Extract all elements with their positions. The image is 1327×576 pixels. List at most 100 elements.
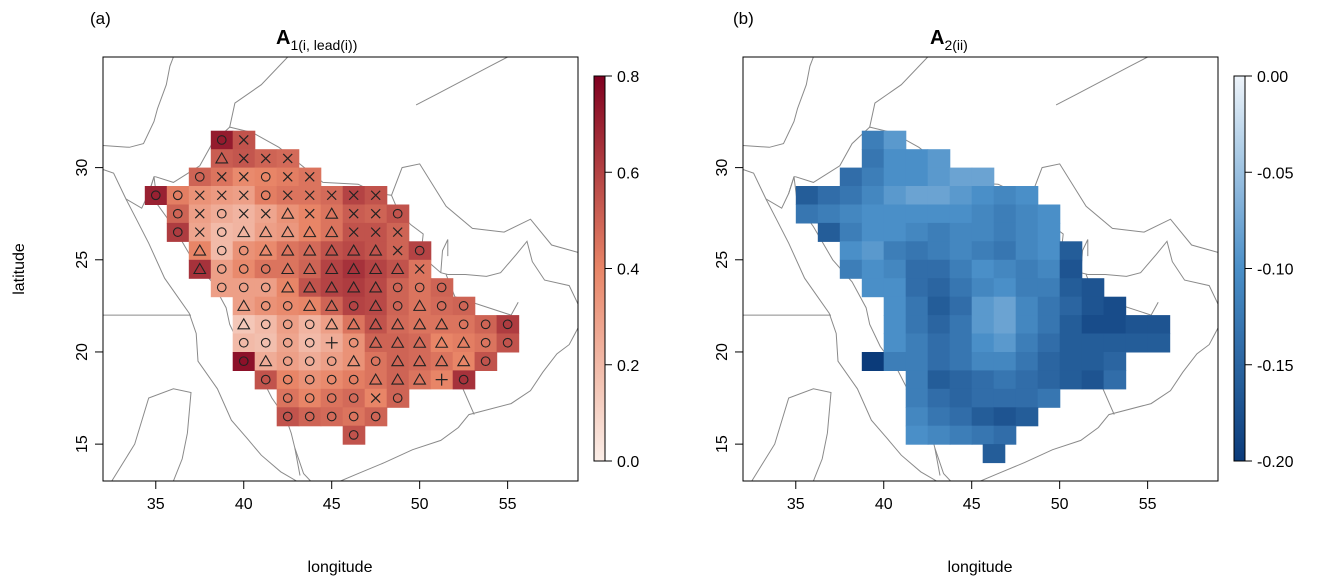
- heatmap-cell: [949, 259, 973, 279]
- heatmap-cell: [971, 425, 995, 445]
- triangle-marker: [302, 280, 317, 293]
- triangle-marker: [368, 373, 383, 385]
- triangle-marker: [434, 317, 449, 330]
- cross-marker: [194, 227, 205, 238]
- heatmap-cell: [1037, 259, 1061, 279]
- coastline: [440, 239, 449, 273]
- heatmap-cell: [927, 241, 951, 261]
- heatmap-cell: [1037, 352, 1061, 371]
- heatmap-cell: [905, 388, 929, 408]
- heatmap-cell: [1103, 315, 1127, 335]
- heatmap-cell: [817, 186, 841, 205]
- cross-marker: [414, 264, 425, 274]
- cross-marker: [304, 208, 315, 219]
- circle-marker: [150, 190, 161, 201]
- triangle-marker: [302, 262, 317, 275]
- heatmap-cell: [971, 186, 995, 205]
- cross-marker: [370, 227, 381, 238]
- heatmap-cell: [949, 222, 973, 242]
- coastline: [1031, 163, 1218, 253]
- heatmap-cell: [1081, 352, 1105, 371]
- triangle-marker: [236, 225, 251, 238]
- y-tick-label: 15: [74, 435, 91, 453]
- x-tick-label: 45: [323, 496, 341, 513]
- heatmap-cell: [408, 333, 432, 353]
- triangle-marker: [302, 243, 317, 256]
- heatmap-cell: [1081, 315, 1105, 335]
- heatmap-cell: [298, 333, 322, 353]
- heatmap-cell: [905, 315, 929, 335]
- heatmap-cell: [993, 333, 1017, 353]
- colorbar-tick-label: 0.4: [617, 262, 639, 279]
- heatmap-cell: [166, 204, 190, 224]
- plus-marker: [435, 373, 448, 386]
- circle-marker: [392, 282, 403, 293]
- y-tick-label: 20: [714, 343, 731, 361]
- heatmap-cell: [927, 352, 951, 371]
- circle-marker: [172, 227, 183, 237]
- heatmap-cell: [1015, 315, 1039, 335]
- heatmap-cell: [276, 315, 300, 335]
- heatmap-cell: [883, 333, 907, 353]
- heatmap-cell: [1015, 388, 1039, 408]
- cross-marker: [348, 227, 359, 238]
- coastline: [103, 57, 174, 148]
- circle-marker: [326, 356, 337, 367]
- circle-marker: [348, 430, 359, 440]
- x-axis-label-b: longitude: [948, 559, 1013, 576]
- heatmap-cell: [342, 241, 366, 261]
- coastline: [869, 57, 929, 128]
- heatmap-cell: [971, 167, 995, 187]
- heatmap-cell: [971, 296, 995, 316]
- heatmap-cell: [1015, 204, 1039, 224]
- heatmap-cell: [949, 425, 973, 445]
- heatmap-cell: [927, 407, 951, 427]
- triangle-marker: [214, 151, 229, 164]
- colorbar-gradient: [1233, 75, 1246, 462]
- heatmap-cell: [430, 315, 454, 335]
- heatmap-cell: [1037, 222, 1061, 242]
- heatmap-cell: [839, 204, 863, 224]
- heatmap-cell: [927, 388, 951, 408]
- heatmap-cell: [949, 352, 973, 371]
- heatmap-cell: [1103, 296, 1127, 316]
- heatmap-cell: [254, 222, 278, 242]
- triangle-marker: [390, 373, 405, 385]
- heatmap-cell: [971, 315, 995, 335]
- heatmap-cell: [342, 425, 366, 445]
- cross-marker: [238, 153, 249, 164]
- y-tick-label: 25: [714, 251, 731, 269]
- heatmap-cell: [474, 333, 498, 353]
- coastline: [391, 195, 578, 305]
- cross-marker: [370, 393, 381, 403]
- triangle-marker: [324, 225, 339, 238]
- heatmap-cell: [905, 425, 929, 445]
- heatmap-cell: [408, 370, 432, 390]
- heatmap-cell: [883, 149, 907, 169]
- heatmap-cell: [949, 204, 973, 224]
- triangle-marker: [324, 280, 339, 293]
- heatmap-cell: [883, 167, 907, 187]
- circle-marker: [238, 264, 249, 274]
- circle-marker: [216, 208, 227, 219]
- circle-marker: [238, 282, 249, 293]
- triangle-marker: [346, 262, 361, 275]
- triangle-marker: [368, 280, 383, 293]
- triangle-marker: [280, 243, 295, 256]
- heatmap-cell: [1037, 315, 1061, 335]
- circle-marker: [480, 319, 491, 330]
- triangle-marker: [346, 243, 361, 256]
- heatmap-cell: [342, 407, 366, 427]
- triangle-marker: [368, 336, 383, 348]
- heatmap-cell: [166, 186, 190, 205]
- heatmap-cell: [386, 259, 410, 279]
- heatmap-cell: [1125, 333, 1149, 353]
- circle-marker: [304, 374, 315, 385]
- heatmap-cell: [320, 241, 344, 261]
- cross-marker: [392, 245, 403, 256]
- heatmap-cell: [276, 222, 300, 242]
- heatmap-cell: [254, 259, 278, 279]
- colorbar-tick-label: 0.0: [617, 454, 639, 471]
- heatmap-cell: [276, 259, 300, 279]
